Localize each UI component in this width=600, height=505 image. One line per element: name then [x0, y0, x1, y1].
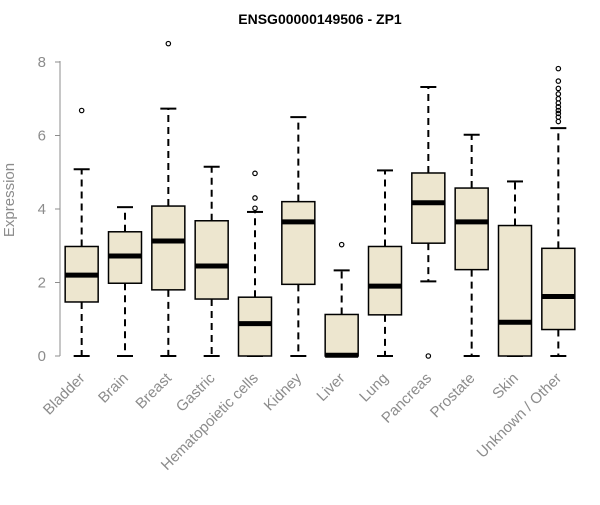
- iqr-box: [367, 245, 403, 316]
- x-tick-label: Prostate: [427, 370, 479, 422]
- y-tick-label: 2: [38, 275, 46, 292]
- iqr-box: [281, 200, 316, 286]
- outlier-point: [78, 107, 85, 114]
- box-liver: [324, 241, 359, 358]
- iqr-box: [237, 296, 273, 357]
- x-tick-label: Kidney: [261, 369, 306, 414]
- chart-title: ENSG00000149506 - ZP1: [238, 11, 402, 27]
- box-bladder: [64, 107, 99, 357]
- box-kidney: [281, 116, 316, 357]
- box-gastric: [194, 165, 229, 357]
- outlier-point: [252, 195, 258, 201]
- iqr-box: [324, 313, 359, 357]
- iqr-box: [541, 247, 576, 331]
- box-prostate: [454, 133, 489, 357]
- outlier-point: [555, 91, 562, 97]
- outlier-point: [555, 95, 562, 102]
- x-tick-label: Bladder: [40, 370, 89, 419]
- x-tick-label: Breast: [132, 369, 175, 412]
- iqr-box: [497, 224, 533, 357]
- box-pancreas: [411, 85, 446, 359]
- x-tick-label: Lung: [356, 370, 392, 406]
- iqr-box: [411, 172, 446, 244]
- outlier-point: [555, 65, 562, 72]
- outlier-point: [338, 241, 345, 248]
- y-tick-label: 8: [38, 54, 46, 71]
- box-hematopoietic-cells: [237, 170, 273, 357]
- outlier-point: [252, 205, 258, 212]
- y-tick-label: 0: [38, 348, 46, 365]
- x-tick-label: Liver: [313, 370, 348, 405]
- y-tick-label: 6: [38, 128, 46, 145]
- x-tick-label: Brain: [95, 370, 132, 407]
- outlier-point: [555, 107, 562, 114]
- outlier-point: [425, 353, 432, 359]
- y-axis: 0 2 4 6 8: [38, 54, 61, 365]
- outlier-point: [555, 118, 562, 125]
- box-breast: [151, 40, 186, 357]
- box-skin: [497, 180, 533, 357]
- iqr-box: [454, 187, 489, 271]
- box-unknown-other: [541, 65, 576, 357]
- outlier-point: [252, 170, 258, 177]
- outlier-point: [555, 85, 562, 92]
- box-lung: [367, 169, 403, 357]
- outlier-point: [555, 110, 562, 117]
- x-tick-label: Skin: [489, 370, 522, 403]
- outlier-point: [165, 40, 172, 47]
- y-tick-label: 4: [38, 201, 46, 218]
- box-brain: [107, 206, 143, 357]
- iqr-box: [151, 205, 186, 291]
- iqr-box: [194, 220, 229, 300]
- outlier-point: [555, 78, 562, 84]
- outlier-point: [555, 114, 562, 120]
- boxes-layer: [64, 40, 576, 359]
- y-axis-label: Expression: [1, 163, 18, 237]
- outlier-point: [555, 104, 562, 110]
